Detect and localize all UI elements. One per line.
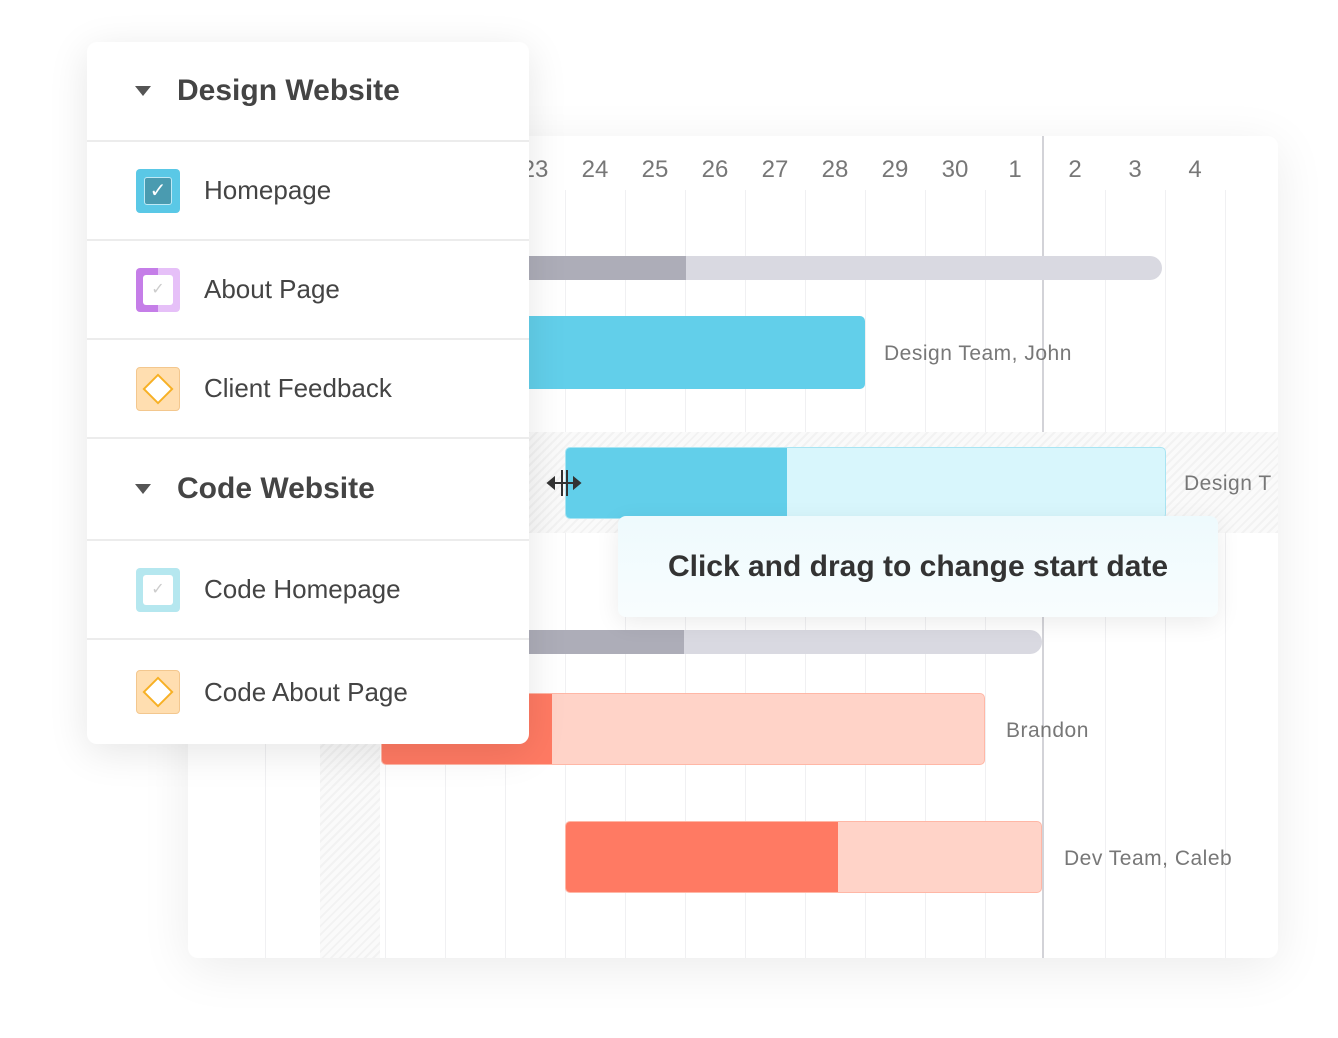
about-page-assignee: Design T — [1184, 472, 1272, 495]
resize-cursor-icon[interactable] — [546, 470, 582, 496]
task-label: Code Homepage — [204, 574, 401, 604]
milestone-diamond-icon[interactable] — [136, 366, 180, 411]
task-label: Code About Page — [204, 676, 408, 707]
about-page-bar[interactable] — [565, 447, 1166, 519]
group-code-website[interactable]: Code Website — [87, 439, 529, 541]
day-label: 25 — [641, 156, 669, 183]
task-code-homepage[interactable]: ✓ Code Homepage — [87, 541, 529, 640]
task-label: About Page — [204, 274, 340, 304]
task-label: Client Feedback — [204, 373, 392, 403]
day-label: 24 — [581, 156, 609, 183]
collapse-triangle-icon[interactable] — [135, 484, 151, 494]
task-about-page[interactable]: ✓ About Page — [87, 241, 529, 340]
code-homepage-assignee: Brandon — [1006, 719, 1089, 742]
day-label: 4 — [1188, 156, 1202, 183]
homepage-assignee: Design Team, John — [884, 342, 1072, 365]
day-label: 1 — [1008, 156, 1022, 183]
checkbox-icon[interactable]: ✓ — [136, 267, 180, 312]
group-title: Design Website — [177, 74, 400, 107]
day-label: 27 — [761, 156, 789, 183]
day-label: 28 — [821, 156, 849, 183]
day-label: 29 — [881, 156, 909, 183]
task-label: Homepage — [204, 175, 332, 205]
day-label: 2 — [1068, 156, 1082, 183]
task-list-panel: Design Website ✓ Homepage ✓ About Page C… — [87, 42, 529, 744]
grid-line — [565, 190, 566, 958]
group-title: Code Website — [177, 472, 375, 505]
checkbox-checked-icon[interactable]: ✓ — [136, 168, 180, 213]
task-homepage[interactable]: ✓ Homepage — [87, 142, 529, 241]
drag-tooltip: Click and drag to change start date — [618, 516, 1218, 617]
milestone-diamond-icon[interactable] — [136, 670, 180, 714]
task-client-feedback[interactable]: Client Feedback — [87, 340, 529, 439]
group-design-website[interactable]: Design Website — [87, 42, 529, 142]
code-about-page-bar[interactable] — [565, 821, 1042, 893]
task-code-about-page[interactable]: Code About Page — [87, 640, 529, 744]
day-label: 3 — [1128, 156, 1142, 183]
checkbox-icon[interactable]: ✓ — [136, 567, 180, 612]
code-about-page-assignee: Dev Team, Caleb — [1064, 847, 1233, 870]
day-label: 26 — [701, 156, 729, 183]
day-label: 30 — [941, 156, 969, 183]
grid-line — [1225, 190, 1226, 958]
collapse-triangle-icon[interactable] — [135, 86, 151, 96]
